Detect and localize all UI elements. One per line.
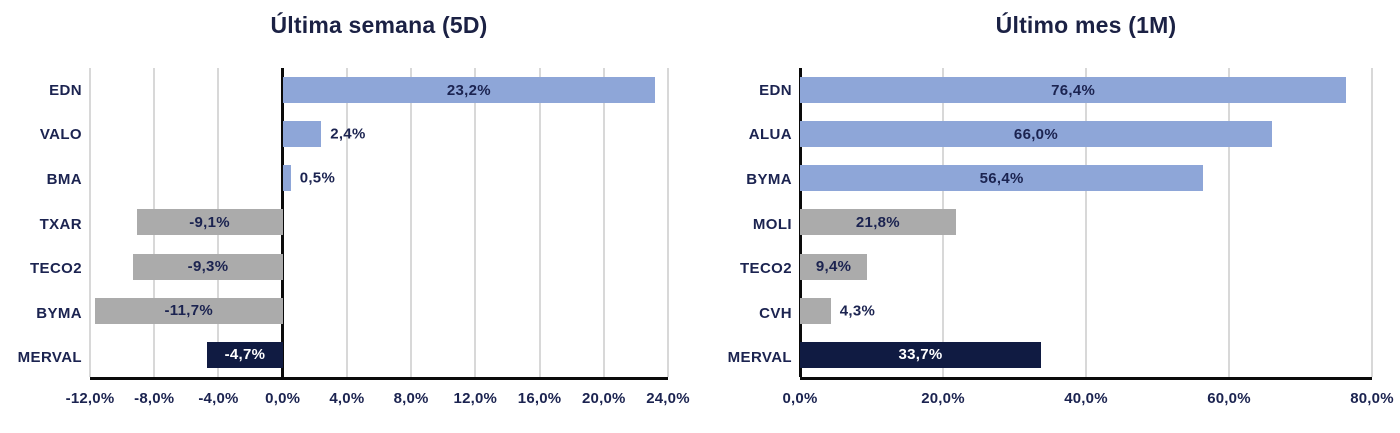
x-tick-label: 80,0% — [1350, 390, 1394, 407]
bar-row: -11,7% — [90, 289, 668, 333]
category-label: EDN — [759, 81, 792, 99]
gridline — [602, 68, 605, 377]
x-tick-label: 60,0% — [1207, 390, 1251, 407]
x-tick-label: 4,0% — [329, 390, 365, 407]
bar-rows: 76,4% 66,0% 56,4% 21,8% 9,4% 4,3% 33,7% — [800, 68, 1372, 377]
value-label: 23,2% — [446, 81, 491, 99]
bar-row: -9,3% — [90, 245, 668, 289]
bar-row: 9,4% — [800, 245, 1372, 289]
bar-row: 66,0% — [800, 112, 1372, 156]
bar-cvh — [800, 297, 831, 324]
value-label: 76,4% — [1051, 81, 1096, 99]
gridline — [1371, 68, 1373, 377]
category-label: CVH — [759, 304, 792, 322]
x-tick-label: -12,0% — [65, 390, 115, 407]
x-axis-ticks: -12,0% -8,0% -4,0% 0,0% 4,0% 8,0% 12,0% 16,0% 20… — [66, 390, 690, 416]
bar-byma: -11,7% — [94, 297, 283, 324]
bar-valo — [282, 121, 322, 148]
bar-merval: 33,7% — [800, 341, 1041, 368]
gridline — [667, 68, 669, 377]
value-label: 4,3% — [839, 302, 876, 320]
category-label: MERVAL — [727, 349, 792, 367]
gridline — [345, 68, 348, 377]
value-label: 66,0% — [1013, 125, 1058, 143]
gridline — [1085, 68, 1087, 377]
zero-axis-line — [281, 68, 285, 377]
plot-area: 23,2% 2,4% 0,5% -9,1% -9,3% -11,7% -4,7% — [89, 68, 669, 380]
gridline — [1228, 68, 1230, 377]
bar-edn: 23,2% — [282, 77, 656, 104]
bar-moli: 21,8% — [800, 209, 956, 236]
category-label: TXAR — [39, 215, 82, 233]
bar-row: 21,8% — [800, 200, 1372, 244]
bar-row: 76,4% — [800, 68, 1372, 112]
value-label: 33,7% — [898, 346, 943, 364]
category-label: BMA — [46, 170, 82, 188]
bar-row: 2,4% — [90, 112, 668, 156]
bar-byma: 56,4% — [800, 165, 1204, 192]
gridline — [474, 68, 477, 377]
bar-txar: -9,1% — [136, 209, 283, 236]
gridline — [538, 68, 541, 377]
category-label: ALUA — [748, 126, 792, 144]
value-label: 56,4% — [979, 169, 1024, 187]
value-label: 2,4% — [330, 125, 366, 143]
bar-merval: -4,7% — [207, 341, 283, 368]
value-label: 9,4% — [815, 258, 852, 276]
chart-last-week-5d: Última semana (5D) EDN VALO BMA TXAR TECO2 BY… — [0, 12, 690, 416]
category-label: TECO2 — [739, 260, 792, 278]
x-axis-ticks: 0,0% 20,0% 40,0% 60,0% 80,0% — [783, 390, 1394, 416]
bar-alua: 66,0% — [800, 121, 1272, 148]
gridline — [410, 68, 413, 377]
bar-teco2: 9,4% — [800, 253, 868, 280]
category-label: TECO2 — [29, 260, 82, 278]
bar-bma — [282, 165, 291, 192]
category-label: BYMA — [36, 304, 82, 322]
chart-title: Última semana (5D) — [270, 12, 488, 38]
x-tick-label: 40,0% — [1064, 390, 1108, 407]
category-label: BYMA — [746, 170, 792, 188]
category-label: VALO — [39, 126, 82, 144]
bar-row: -9,1% — [90, 200, 668, 244]
x-tick-label: 12,0% — [453, 390, 498, 407]
x-tick-label: -4,0% — [198, 390, 239, 407]
category-label: EDN — [49, 81, 82, 99]
value-label: 21,8% — [855, 213, 900, 231]
bar-teco2: -9,3% — [133, 253, 283, 280]
bar-edn: 76,4% — [800, 77, 1347, 104]
gridline — [89, 68, 91, 377]
chart-title: Último mes (1M) — [995, 12, 1177, 38]
value-label: -4,7% — [224, 346, 266, 364]
bar-row: 0,5% — [90, 156, 668, 200]
x-tick-label: 20,0% — [921, 390, 965, 407]
x-tick-label: 24,0% — [646, 390, 690, 407]
bar-rows: 23,2% 2,4% 0,5% -9,1% -9,3% -11,7% -4,7% — [90, 68, 668, 377]
value-label: -9,3% — [187, 258, 229, 276]
category-axis: EDN ALUA BYMA MOLI TECO2 CVH MERVAL — [708, 68, 792, 380]
category-axis: EDN VALO BMA TXAR TECO2 BYMA MERVAL — [0, 68, 82, 380]
chart-last-month-1m: Último mes (1M) EDN ALUA BYMA MOLI TECO2 CVH M… — [700, 0, 1400, 433]
bar-row: 23,2% — [90, 68, 668, 112]
value-label: -11,7% — [164, 302, 213, 320]
bar-row: 56,4% — [800, 156, 1372, 200]
bar-row: 33,7% — [800, 333, 1372, 377]
x-tick-label: 16,0% — [517, 390, 562, 407]
x-tick-label: 0,0% — [265, 390, 301, 407]
plot-area: 76,4% 66,0% 56,4% 21,8% 9,4% 4,3% 33,7% — [798, 68, 1373, 380]
category-label: MERVAL — [17, 349, 82, 367]
bar-row: -4,7% — [90, 333, 668, 377]
value-label: 0,5% — [299, 169, 336, 187]
bar-row: 4,3% — [800, 289, 1372, 333]
x-tick-label: -8,0% — [134, 390, 175, 407]
category-label: MOLI — [752, 215, 792, 233]
value-label: -9,1% — [189, 213, 230, 231]
x-tick-label: 0,0% — [782, 390, 818, 407]
x-tick-label: 20,0% — [581, 390, 626, 407]
x-tick-label: 8,0% — [393, 390, 429, 407]
